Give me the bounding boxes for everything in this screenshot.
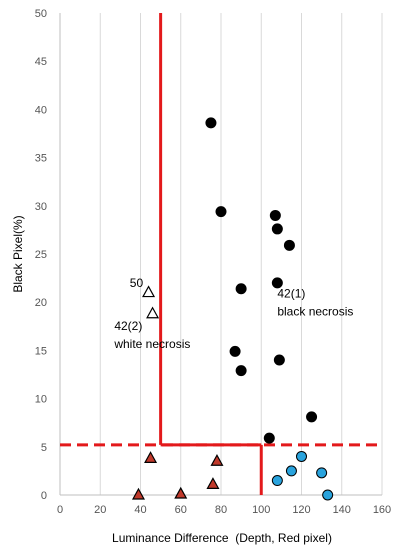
data-point <box>131 487 146 500</box>
tick-labels: 0 20 40 60 80 100 120 140 160 0 5 10 15 20 25 30 35 40 45 5… <box>35 8 391 516</box>
data-point <box>271 475 283 487</box>
y-tick-label: 40 <box>35 104 47 116</box>
annotation: 50 <box>130 276 144 290</box>
data-point <box>215 206 227 218</box>
y-tick-label: 30 <box>35 201 47 213</box>
x-tick-label: 20 <box>94 504 106 516</box>
data-point <box>174 486 188 499</box>
x-tick-label: 60 <box>175 504 187 516</box>
annotation: 42(1) black necrosis <box>277 286 353 318</box>
data-point <box>210 454 224 466</box>
annotation: 42(2) white necrosis <box>113 319 190 351</box>
data-point <box>306 411 318 423</box>
y-tick-label: 10 <box>35 394 47 406</box>
data-point <box>235 283 247 295</box>
data-point <box>296 450 307 462</box>
y-tick-label: 20 <box>35 297 47 309</box>
y-axis-label: Black Pixel(%) <box>11 215 25 292</box>
y-tick-label: 0 <box>41 490 47 502</box>
y-tick-label: 35 <box>35 153 47 165</box>
x-tick-label: 100 <box>252 504 270 516</box>
y-tick-label: 45 <box>35 56 47 68</box>
data-point <box>273 354 285 366</box>
data-point <box>271 223 283 235</box>
data-point <box>283 239 295 251</box>
data-point <box>146 306 160 319</box>
data-point <box>142 285 156 298</box>
x-tick-label: 120 <box>292 504 310 516</box>
data-point <box>316 467 328 479</box>
data-point <box>144 451 158 463</box>
data-point <box>285 465 297 477</box>
data-point <box>271 277 283 289</box>
grid-lines <box>99 13 383 495</box>
data-point <box>322 489 334 501</box>
data-point <box>269 209 281 221</box>
y-tick-label: 25 <box>35 249 47 261</box>
x-tick-label: 0 <box>57 504 63 516</box>
data-point <box>229 345 241 357</box>
x-tick-label: 160 <box>373 504 391 516</box>
data-point <box>235 365 247 377</box>
data-point <box>206 477 220 489</box>
data-points <box>131 117 334 501</box>
data-point <box>263 432 275 444</box>
x-tick-label: 80 <box>215 504 227 516</box>
x-tick-label: 40 <box>134 504 146 516</box>
annotations: 50 42(2) white necrosis 42(1) black necrosis <box>113 276 353 351</box>
y-tick-label: 50 <box>35 8 47 20</box>
x-tick-label: 140 <box>333 504 351 516</box>
data-point <box>205 117 217 129</box>
threshold-lines <box>60 13 382 495</box>
y-tick-label: 15 <box>35 345 47 357</box>
x-axis-label: Luminance Difference (Depth, Red pixel) <box>112 531 332 545</box>
y-tick-label: 5 <box>41 442 47 454</box>
